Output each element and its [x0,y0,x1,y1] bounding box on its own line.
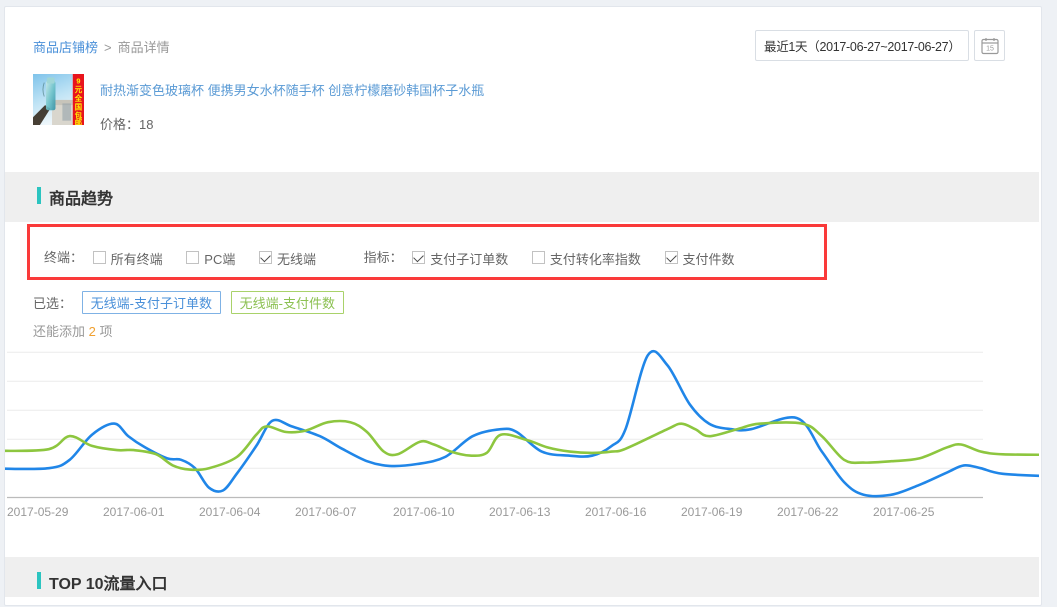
svg-text:2017-06-25: 2017-06-25 [873,505,935,519]
svg-text:2017-06-16: 2017-06-16 [585,505,647,519]
svg-text:2017-05-29: 2017-05-29 [7,505,69,519]
svg-text:2017-06-07: 2017-06-07 [295,505,357,519]
svg-text:2017-06-22: 2017-06-22 [777,505,839,519]
svg-text:2017-06-19: 2017-06-19 [681,505,743,519]
svg-text:2017-06-13: 2017-06-13 [489,505,551,519]
svg-text:2017-06-04: 2017-06-04 [199,505,261,519]
svg-text:2017-06-10: 2017-06-10 [393,505,455,519]
svg-text:2017-06-01: 2017-06-01 [103,505,165,519]
